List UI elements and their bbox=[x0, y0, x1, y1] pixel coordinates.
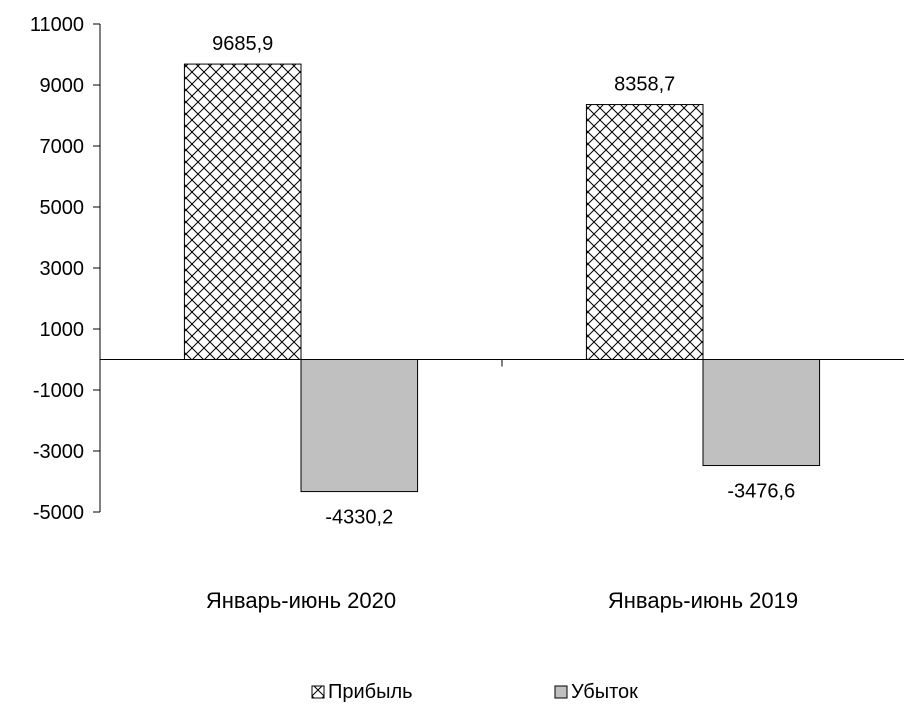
y-tick-label: -5000 bbox=[33, 502, 84, 524]
legend-swatch bbox=[554, 685, 568, 699]
legend: Прибыль Убыток bbox=[311, 681, 638, 703]
y-tick-label: 1000 bbox=[40, 319, 85, 341]
data-labels: 9685,9 -4330,2 Январь-июнь 2020 8358,7 -3476… bbox=[206, 33, 798, 613]
y-tick-label: 5000 bbox=[40, 197, 85, 219]
legend-label: Прибыль bbox=[328, 681, 413, 703]
data-label: 9685,9 bbox=[212, 33, 273, 55]
bar bbox=[702, 359, 821, 467]
y-tick-label: -3000 bbox=[33, 441, 84, 463]
legend-swatch bbox=[311, 685, 325, 699]
category-label: Январь-июнь 2019 bbox=[608, 588, 798, 613]
legend-label: Убыток bbox=[571, 681, 638, 703]
bar bbox=[585, 104, 704, 360]
data-label: 8358,7 bbox=[614, 74, 675, 96]
data-label: -4330,2 bbox=[325, 507, 393, 529]
y-tick-label: 3000 bbox=[40, 258, 85, 280]
axes: 11000 9000 7000 5000 3000 1000 -1000 -3000 -5000 bbox=[30, 14, 904, 524]
y-tick-label: 7000 bbox=[40, 136, 85, 158]
y-tick-label: 11000 bbox=[30, 14, 84, 36]
bars bbox=[183, 63, 821, 493]
data-label: -3476,6 bbox=[727, 481, 795, 503]
bar bbox=[300, 359, 419, 493]
bar bbox=[183, 63, 302, 360]
y-tick-label: 9000 bbox=[40, 75, 85, 97]
y-tick-label: -1000 bbox=[33, 380, 84, 402]
category-label: Январь-июнь 2020 bbox=[206, 588, 396, 613]
